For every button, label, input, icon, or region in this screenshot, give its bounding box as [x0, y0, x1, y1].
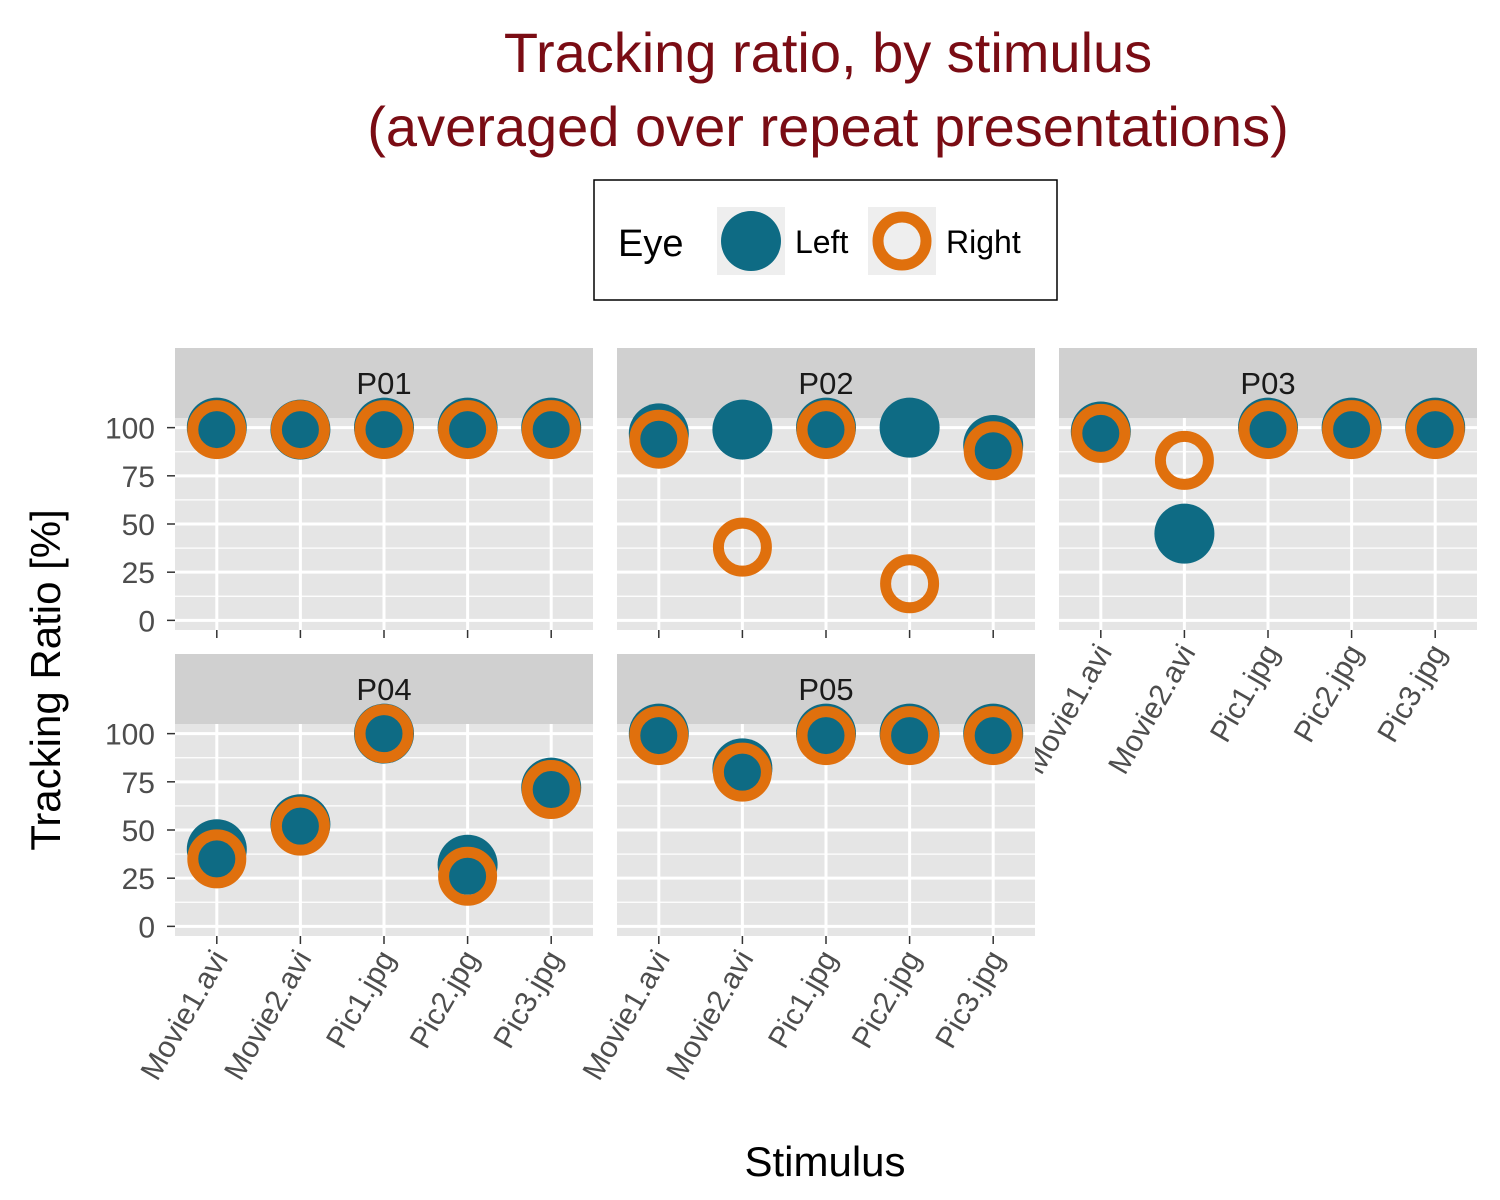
right-eye-point [1322, 400, 1382, 460]
y-tick-label: 75 [122, 461, 155, 494]
legend-label-right: Right [946, 224, 1021, 260]
y-tick-label: 50 [122, 815, 155, 848]
x-tick-label: Pic3.jpg [929, 945, 1011, 1054]
right-eye-point [354, 704, 414, 764]
panel-p02: P02 [617, 348, 1035, 638]
right-eye-point [629, 409, 689, 469]
x-tick-label: Movie2.avi [660, 945, 760, 1086]
y-tick-label: 75 [122, 767, 155, 800]
x-tick-label: Pic1.jpg [762, 945, 844, 1054]
right-eye-point [712, 517, 772, 577]
right-eye-point [712, 742, 772, 802]
right-eye-point [187, 829, 247, 889]
legend-right-marker [872, 211, 932, 271]
x-tick-label: Pic3.jpg [1371, 639, 1453, 748]
left-eye-point [437, 834, 498, 895]
x-tick-label: Pic1.jpg [320, 945, 402, 1054]
x-tick-label: Pic3.jpg [487, 945, 569, 1054]
facet-label: P02 [798, 366, 853, 401]
y-tick-label: 25 [122, 863, 155, 896]
right-eye-point [438, 400, 498, 460]
y-tick-label: 100 [105, 413, 155, 446]
x-tick-label: Pic1.jpg [1204, 639, 1286, 748]
legend-box [593, 179, 1058, 301]
right-eye-point [270, 400, 330, 460]
left-eye-point [712, 399, 773, 460]
panel-p01: P01 0 25 50 75 100 [105, 348, 593, 638]
right-eye-point [796, 706, 856, 766]
left-eye-point [879, 397, 940, 458]
x-tick-label: Pic2.jpg [846, 945, 928, 1054]
y-tick-label: 0 [138, 605, 155, 638]
facet-label: P03 [1240, 366, 1295, 401]
legend-title: Eye [618, 223, 683, 265]
left-eye-point [1154, 503, 1215, 564]
right-eye-point [354, 400, 414, 460]
x-axis-label: Stimulus [744, 1138, 905, 1185]
right-eye-point [1405, 400, 1465, 460]
right-eye-point [963, 706, 1023, 766]
chart-title: Tracking ratio, by stimulus (averaged ov… [367, 21, 1288, 158]
right-eye-point [963, 421, 1023, 481]
x-tick-label: Pic2.jpg [404, 945, 486, 1054]
legend-label-left: Left [795, 224, 848, 260]
right-eye-point [796, 400, 856, 460]
right-eye-point [880, 706, 940, 766]
x-tick-label: Movie2.avi [218, 945, 318, 1086]
right-eye-point [1154, 430, 1214, 490]
right-eye-point [438, 846, 498, 906]
y-tick-label: 50 [122, 509, 155, 542]
facet-label: P05 [798, 672, 853, 707]
right-eye-point [629, 706, 689, 766]
chart-title-line-2: (averaged over repeat presentations) [367, 95, 1288, 158]
right-eye-point [1071, 403, 1131, 463]
right-eye-point [1238, 400, 1298, 460]
right-eye-point [187, 400, 247, 460]
facet-label: P01 [356, 366, 411, 401]
right-eye-point [880, 554, 940, 614]
y-tick-label: 100 [105, 719, 155, 752]
right-eye-point [270, 796, 330, 856]
facet-label: P04 [356, 672, 411, 707]
right-eye-point [521, 760, 581, 820]
x-tick-label: Movie2.avi [1102, 639, 1202, 780]
legend: Eye Left Right [593, 179, 1058, 301]
right-eye-point [521, 400, 581, 460]
legend-left-marker [721, 211, 781, 271]
y-tick-label: 25 [122, 557, 155, 590]
x-tick-label: Pic2.jpg [1288, 639, 1370, 748]
y-tick-label: 0 [138, 911, 155, 944]
y-axis-label: Tracking Ratio [%] [22, 509, 69, 851]
chart-title-line-1: Tracking ratio, by stimulus [504, 21, 1152, 84]
